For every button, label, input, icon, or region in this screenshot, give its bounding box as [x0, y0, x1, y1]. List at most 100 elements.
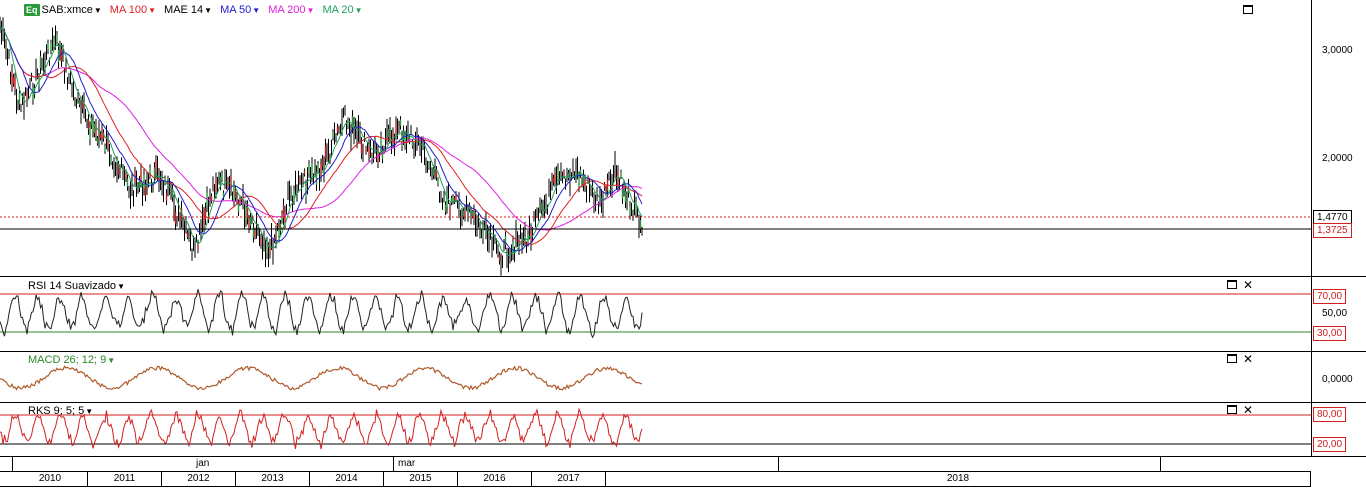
price-candle [567, 172, 570, 178]
price-candle [554, 172, 556, 183]
macd-chart[interactable] [0, 352, 1311, 402]
price-candle [293, 190, 295, 201]
price-candle [47, 43, 49, 51]
maximize-icon[interactable] [1226, 405, 1237, 414]
chevron-down-icon[interactable]: ▼ [107, 356, 116, 365]
legend-mae14[interactable]: MAE 14▼ [164, 4, 213, 16]
time-axis-months[interactable]: jan mar [0, 457, 1311, 472]
legend-ma20[interactable]: MA 20▼ [322, 4, 363, 16]
price-candle [540, 202, 543, 211]
price-candle [269, 243, 271, 254]
price-candle [498, 254, 501, 262]
price-candle [138, 179, 141, 189]
symbol-selector[interactable]: Eq SAB:xmce▼ [24, 4, 102, 16]
macd-pane[interactable]: MACD 26; 12; 9▼ ✕ [0, 352, 1311, 402]
price-candle [305, 185, 307, 198]
year-label: 2012 [162, 472, 236, 486]
price-candle [246, 206, 249, 219]
price-candle [26, 92, 28, 103]
price-candle [452, 196, 454, 202]
price-candle [471, 212, 474, 217]
legend-ma100[interactable]: MA 100▼ [109, 4, 157, 16]
price-candle [92, 120, 94, 132]
price-candle [99, 133, 102, 139]
legend-ma50[interactable]: MA 50▼ [220, 4, 261, 16]
month-label-jan: jan [196, 458, 210, 469]
chevron-down-icon[interactable]: ▼ [85, 407, 94, 416]
price-candle [203, 213, 205, 228]
rsi-legend[interactable]: RSI 14 Suavizado▼ [28, 280, 125, 292]
price-candle [455, 193, 457, 200]
price-candle [93, 125, 96, 134]
rsi-upper-tag: 70,00 [1313, 289, 1347, 304]
price-candle [432, 168, 435, 176]
price-candle [12, 77, 15, 84]
stoch-legend[interactable]: RKS 9; 5; 5▼ [28, 405, 94, 417]
legend-ma200[interactable]: MA 200▼ [268, 4, 315, 16]
maximize-icon[interactable] [1226, 280, 1237, 289]
close-icon[interactable]: ✕ [1242, 403, 1253, 417]
price-candle [308, 164, 310, 174]
chevron-down-icon[interactable]: ▼ [93, 6, 102, 15]
rsi-lower-tag: 30,00 [1313, 326, 1347, 341]
price-candle [381, 149, 384, 159]
price-candle [227, 180, 229, 187]
price-candle [365, 147, 367, 153]
price-candle [371, 155, 373, 162]
chevron-down-icon[interactable]: ▼ [252, 6, 261, 15]
price-candle [50, 43, 52, 51]
price-candle [222, 192, 225, 198]
last-price-tag: 1,4770 [1313, 210, 1352, 225]
chevron-down-icon[interactable]: ▼ [117, 282, 125, 291]
price-candle [96, 138, 99, 144]
chevron-down-icon[interactable]: ▼ [204, 6, 213, 15]
price-candle [126, 178, 129, 187]
chevron-down-icon[interactable]: ▼ [354, 6, 363, 15]
price-candle [254, 230, 256, 237]
stoch-lower-tag: 20,00 [1313, 437, 1347, 452]
price-candle [107, 137, 109, 147]
chevron-down-icon[interactable]: ▼ [306, 6, 315, 15]
price-candle [629, 205, 631, 215]
close-icon[interactable]: ✕ [1242, 278, 1253, 292]
price-candle [317, 164, 319, 171]
price-candle [578, 176, 580, 187]
price-candle [60, 48, 63, 61]
macd-legend[interactable]: MACD 26; 12; 9▼ [28, 354, 116, 366]
price-candle [404, 135, 406, 145]
price-candle [164, 177, 166, 183]
stoch-pane[interactable]: RKS 9; 5; 5▼ ✕ [0, 403, 1311, 456]
price-candle [233, 187, 235, 201]
price-candle [603, 184, 606, 189]
price-candle [512, 241, 514, 254]
price-candle [102, 132, 105, 139]
maximize-icon[interactable] [1226, 354, 1237, 363]
price-candle [552, 177, 555, 183]
maximize-icon[interactable] [1243, 5, 1253, 14]
price-candle [462, 210, 465, 217]
close-icon[interactable]: ✕ [1242, 352, 1253, 366]
time-axis-years[interactable]: 2010 2011 2012 2013 2014 2015 2016 2017 … [0, 472, 1311, 487]
price-candle [174, 211, 177, 224]
price-candle [153, 167, 156, 178]
price-candle [149, 168, 151, 176]
price-candle [278, 224, 280, 237]
price-candle [219, 176, 222, 186]
price-candle [210, 195, 213, 201]
price-pane[interactable]: Eq SAB:xmce▼ MA 100▼ MAE 14▼ MA 50▼ MA 20… [0, 0, 1311, 276]
macd-pane-controls: ✕ [1226, 352, 1253, 366]
divider [0, 456, 1366, 457]
rsi-pane[interactable]: RSI 14 Suavizado▼ ✕ [0, 277, 1311, 351]
rsi-chart[interactable] [0, 277, 1311, 351]
stoch-chart[interactable] [0, 403, 1311, 456]
macd-zero-tick: 0,0000 [1322, 374, 1353, 385]
stoch-line [0, 407, 643, 450]
macd-axis[interactable] [1311, 352, 1366, 402]
price-candle [408, 136, 411, 142]
price-candle [303, 170, 306, 175]
divider [0, 402, 1366, 403]
price-chart[interactable] [0, 0, 1311, 276]
chevron-down-icon[interactable]: ▼ [148, 6, 157, 15]
price-candle [587, 177, 589, 182]
price-candle [56, 34, 58, 42]
